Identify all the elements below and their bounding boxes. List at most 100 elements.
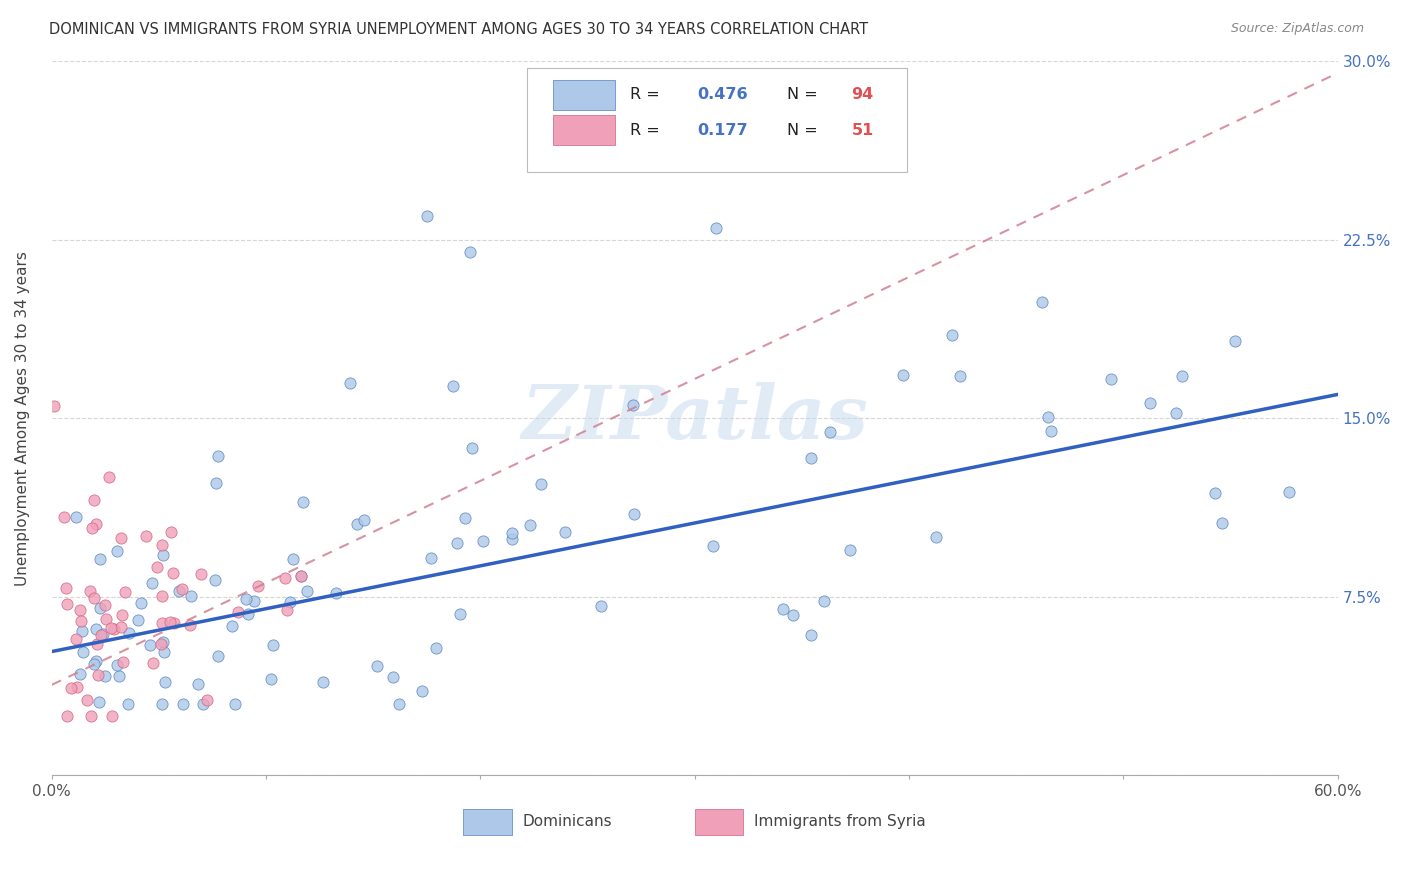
Point — [59, 681, 82, 695]
Point — [195, 693, 218, 707]
Point — [65, 509, 87, 524]
Point — [89, 552, 111, 566]
Point — [159, 615, 181, 630]
Point — [107, 669, 129, 683]
Point — [187, 677, 209, 691]
Point — [112, 655, 135, 669]
Bar — [695, 809, 744, 835]
Point — [425, 641, 447, 656]
Point — [80, 709, 103, 723]
Point — [278, 595, 301, 609]
Point — [101, 709, 124, 723]
Text: Immigrants from Syria: Immigrants from Syria — [754, 814, 925, 829]
Point — [1223, 334, 1246, 348]
Point — [228, 605, 250, 619]
Point — [56, 597, 79, 611]
Text: N =: N = — [787, 87, 823, 103]
Point — [554, 524, 576, 539]
Point — [69, 603, 91, 617]
Point — [204, 573, 226, 587]
Point — [1171, 369, 1194, 384]
Point — [925, 530, 948, 544]
Point — [346, 517, 368, 532]
Point — [236, 607, 259, 621]
Point — [142, 656, 165, 670]
Point — [1139, 395, 1161, 409]
Point — [83, 657, 105, 671]
Point — [312, 674, 335, 689]
Point — [366, 658, 388, 673]
Point — [146, 560, 169, 574]
Point — [458, 244, 481, 259]
Point — [388, 697, 411, 711]
Point — [86, 668, 108, 682]
Point — [1211, 516, 1233, 530]
Text: Source: ZipAtlas.com: Source: ZipAtlas.com — [1230, 22, 1364, 36]
Point — [446, 535, 468, 549]
Point — [1031, 294, 1053, 309]
Point — [339, 376, 361, 390]
Point — [139, 639, 162, 653]
Point — [152, 548, 174, 562]
Point — [91, 627, 114, 641]
Bar — [553, 115, 614, 145]
Point — [89, 600, 111, 615]
Point — [167, 583, 190, 598]
Point — [110, 531, 132, 545]
Point — [69, 615, 91, 629]
Point — [262, 638, 284, 652]
Point — [131, 596, 153, 610]
Point — [127, 613, 149, 627]
Point — [619, 113, 641, 128]
Point — [295, 583, 318, 598]
Text: 0.177: 0.177 — [697, 123, 748, 138]
Point — [191, 697, 214, 711]
Point — [141, 575, 163, 590]
Point — [259, 672, 281, 686]
Point — [103, 622, 125, 636]
Point — [1204, 486, 1226, 500]
Text: N =: N = — [787, 123, 823, 138]
Point — [818, 425, 841, 440]
Point — [72, 645, 94, 659]
Point — [420, 551, 443, 566]
Point — [56, 709, 79, 723]
Point — [149, 637, 172, 651]
Point — [247, 579, 270, 593]
Point — [204, 476, 226, 491]
Point — [55, 582, 77, 596]
Point — [207, 449, 229, 463]
Point — [190, 566, 212, 581]
Point — [83, 492, 105, 507]
Point — [941, 327, 963, 342]
Point — [118, 625, 141, 640]
Point — [83, 591, 105, 606]
Point — [224, 697, 246, 711]
Point — [813, 594, 835, 608]
Point — [150, 697, 173, 711]
Point — [449, 607, 471, 622]
Point — [501, 525, 523, 540]
Point — [82, 521, 104, 535]
Point — [117, 697, 139, 711]
Text: 51: 51 — [852, 123, 873, 138]
Text: ZIPatlas: ZIPatlas — [522, 382, 868, 455]
Point — [415, 209, 437, 223]
Point — [702, 540, 724, 554]
Point — [353, 513, 375, 527]
Point — [86, 637, 108, 651]
Point — [519, 518, 541, 533]
Text: 0.476: 0.476 — [697, 87, 748, 103]
Point — [800, 628, 823, 642]
Point — [179, 618, 201, 632]
Point — [839, 543, 862, 558]
Point — [135, 529, 157, 543]
Point — [170, 582, 193, 596]
FancyBboxPatch shape — [527, 69, 907, 172]
Point — [891, 368, 914, 382]
Bar — [553, 79, 614, 110]
Point — [152, 634, 174, 648]
Point — [290, 569, 312, 583]
Point — [623, 507, 645, 521]
Point — [281, 552, 304, 566]
